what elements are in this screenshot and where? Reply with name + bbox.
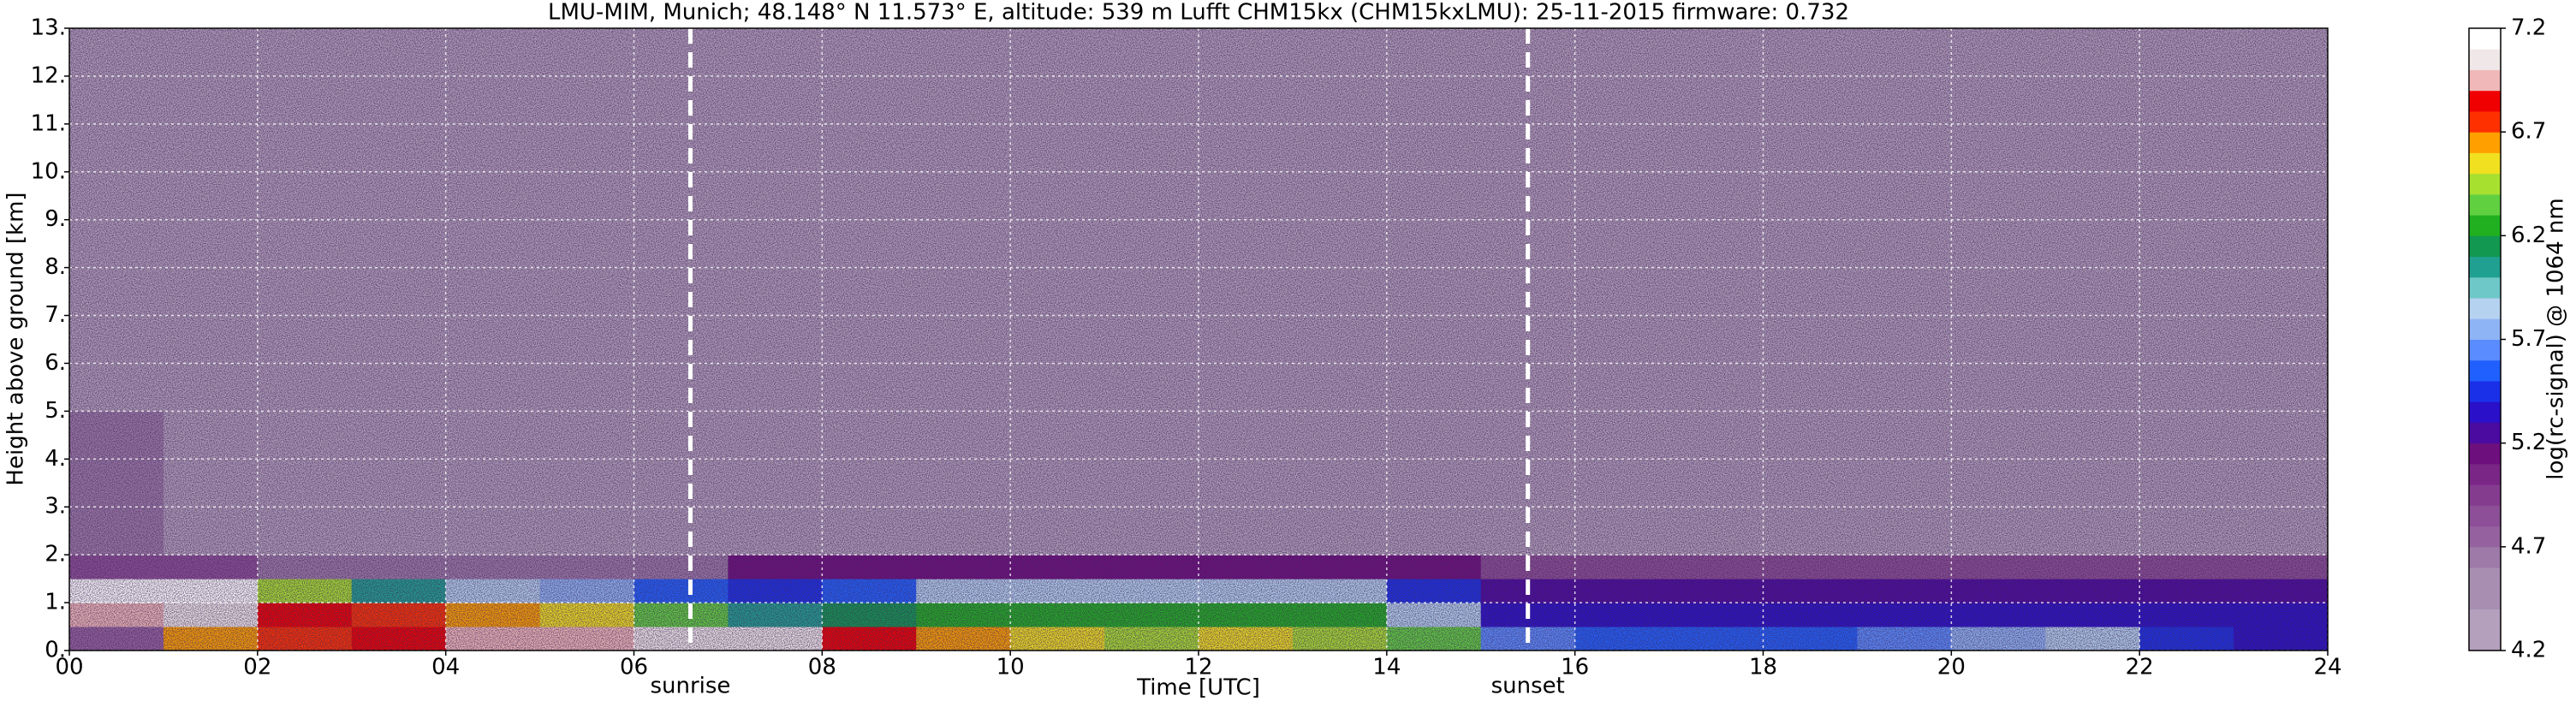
y-tick-label: 13. — [31, 15, 66, 41]
x-tick-label: 16 — [1561, 655, 1589, 680]
x-tick-label: 20 — [1937, 655, 1966, 680]
colorbar-segment — [2469, 110, 2501, 133]
plot-frame — [68, 27, 2329, 651]
x-tick-label: 06 — [620, 655, 648, 680]
colorbar-segment — [2469, 152, 2501, 175]
chart-title: LMU-MIM, Munich; 48.148° N 11.573° E, al… — [548, 0, 1849, 26]
y-tick-label: 11. — [31, 110, 66, 136]
colorbar-segment — [2469, 193, 2501, 216]
colorbar-tick-label: 6.2 — [2511, 223, 2546, 248]
colorbar-segment — [2469, 28, 2501, 50]
colorbar-segment — [2469, 90, 2501, 112]
y-tick-label: 2. — [45, 542, 66, 567]
x-tick-label: 22 — [2126, 655, 2154, 680]
x-tick-label: 00 — [55, 655, 83, 680]
y-tick-label: 7. — [45, 302, 66, 328]
vline-label: sunrise — [650, 674, 730, 699]
x-tick-label: 24 — [2313, 655, 2341, 680]
colorbar-segment — [2469, 359, 2501, 382]
colorbar-segment — [2469, 132, 2501, 153]
colorbar-segment — [2469, 339, 2501, 361]
x-tick-label: 04 — [431, 655, 460, 680]
colorbar-segment — [2469, 215, 2501, 236]
colorbar-segment — [2469, 422, 2501, 444]
colorbar-segment — [2469, 276, 2501, 299]
y-tick-label: 9. — [45, 206, 66, 232]
y-tick-label: 3. — [45, 494, 66, 520]
vline-label: sunset — [1491, 674, 1565, 699]
y-tick-label: 5. — [45, 398, 66, 424]
colorbar-segment — [2469, 69, 2501, 92]
colorbar-segment — [2469, 380, 2501, 402]
y-tick-label: 1. — [45, 590, 66, 615]
colorbar-segment — [2469, 546, 2501, 568]
y-axis-label: Height above ground [km] — [3, 192, 29, 485]
colorbar-segment — [2469, 256, 2501, 278]
colorbar-segment — [2469, 401, 2501, 423]
colorbar-segment — [2469, 298, 2501, 319]
colorbar-tick-label: 4.2 — [2511, 638, 2546, 663]
y-tick-label: 0. — [45, 638, 66, 663]
y-tick-label: 8. — [45, 254, 66, 280]
colorbar-tick-label: 5.2 — [2511, 430, 2546, 455]
colorbar-segment — [2469, 588, 2501, 610]
y-tick-label: 6. — [45, 350, 66, 376]
colorbar-tick-label: 7.2 — [2511, 15, 2546, 41]
colorbar-segment — [2469, 629, 2501, 651]
colorbar-segment — [2469, 318, 2501, 340]
colorbar-segment — [2469, 443, 2501, 465]
colorbar-segment — [2469, 235, 2501, 258]
colorbar-label: log(rc-signal) @ 1064 nm — [2543, 198, 2569, 479]
x-axis-label: Time [UTC] — [1136, 675, 1260, 701]
colorbar-tick-label: 4.7 — [2511, 533, 2546, 559]
colorbar-segment — [2469, 484, 2501, 506]
x-tick-label: 14 — [1372, 655, 1401, 680]
colorbar-segment — [2469, 49, 2501, 70]
y-tick-label: 4. — [45, 446, 66, 472]
colorbar-segment — [2469, 505, 2501, 527]
colorbar-segment — [2469, 173, 2501, 195]
colorbar-segment — [2469, 609, 2501, 631]
colorbar-tick-label: 5.7 — [2511, 326, 2546, 352]
y-tick-label: 12. — [31, 62, 66, 88]
y-tick-label: 10. — [31, 158, 66, 184]
colorbar-segment — [2469, 463, 2501, 485]
x-tick-label: 12 — [1184, 655, 1212, 680]
x-tick-label: 02 — [243, 655, 271, 680]
colorbar-segment — [2469, 526, 2501, 548]
colorbar-tick-label: 6.7 — [2511, 119, 2546, 145]
x-tick-label: 18 — [1749, 655, 1777, 680]
x-tick-label: 10 — [996, 655, 1025, 680]
x-tick-label: 08 — [808, 655, 836, 680]
colorbar-segment — [2469, 567, 2501, 589]
